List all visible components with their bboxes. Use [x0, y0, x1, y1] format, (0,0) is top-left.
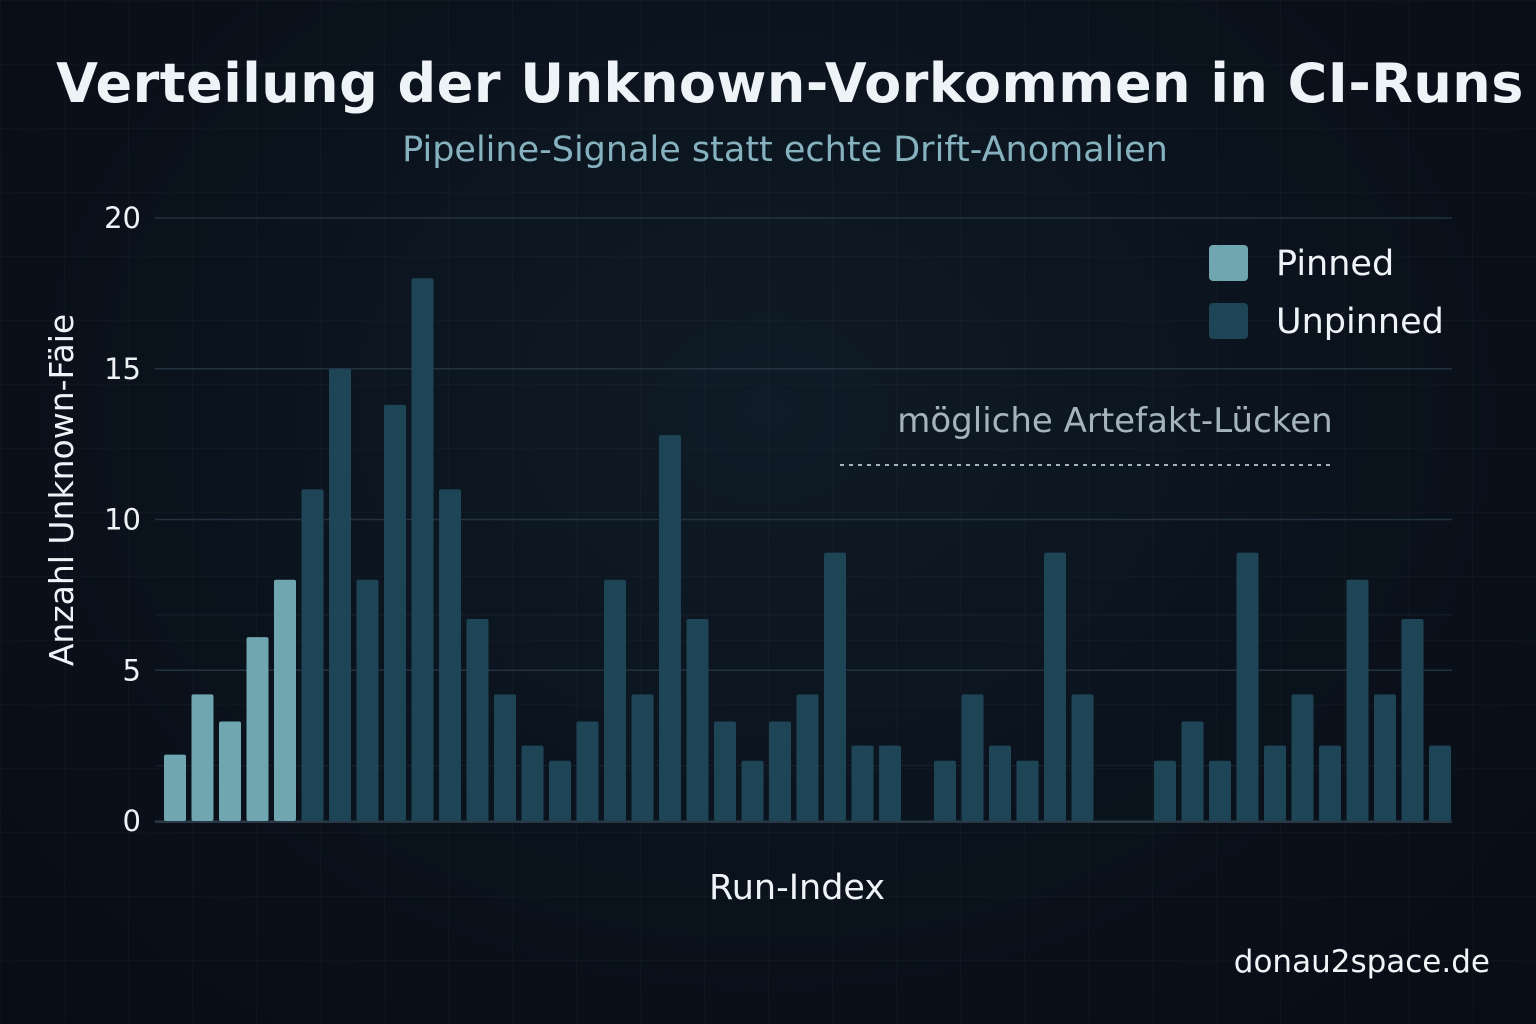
y-tick-label: 20 [104, 201, 141, 235]
bar-unpinned [796, 694, 819, 821]
chart-subtitle: Pipeline-Signale statt echte Drift-Anoma… [402, 130, 1168, 170]
bar-unpinned [1401, 618, 1424, 821]
bar-unpinned [1181, 721, 1204, 821]
bar-unpinned [824, 552, 846, 821]
bar-unpinned [769, 721, 791, 821]
bar-unpinned [1319, 745, 1341, 821]
watermark: donau2space.de [1233, 944, 1490, 980]
bar-unpinned [494, 694, 516, 821]
bar-unpinned [851, 745, 874, 821]
legend-swatch-pinned [1209, 245, 1248, 281]
bar-unpinned [356, 579, 379, 821]
bar-pinned [246, 637, 269, 821]
bar-unpinned [329, 368, 351, 821]
bar-unpinned [1044, 552, 1066, 821]
bar-unpinned [439, 489, 461, 821]
bar-unpinned [1291, 694, 1314, 821]
legend-label-unpinned: Unpinned [1276, 302, 1444, 342]
bar-unpinned [1429, 745, 1451, 821]
legend-swatch-unpinned [1209, 303, 1248, 339]
bar-unpinned [549, 760, 571, 821]
y-tick-label: 10 [104, 503, 141, 537]
bar-unpinned [576, 721, 599, 821]
y-axis-label: Anzahl Unknown-Fäie [42, 314, 81, 666]
y-tick-label: 0 [123, 804, 141, 838]
bar-unpinned [1264, 745, 1286, 821]
bar-unpinned [659, 435, 681, 821]
bar-unpinned [521, 745, 544, 821]
bar-pinned [219, 721, 241, 821]
bar-unpinned [714, 721, 736, 821]
bar-unpinned [1346, 579, 1369, 821]
bar-unpinned [411, 278, 434, 821]
annotation-label: mögliche Artefakt-Lücken [897, 401, 1332, 441]
bar-pinned [191, 694, 214, 821]
bar-unpinned [604, 579, 626, 821]
bar-unpinned [1071, 694, 1094, 821]
x-axis-label: Run-Index [709, 868, 885, 908]
bar-unpinned [961, 694, 984, 821]
bar-unpinned [1236, 552, 1259, 821]
bar-pinned [164, 754, 186, 821]
bar-unpinned [686, 618, 709, 821]
bar-unpinned [631, 694, 654, 821]
bar-pinned [274, 579, 296, 821]
bar-unpinned [879, 745, 901, 821]
bar-unpinned [1374, 694, 1396, 821]
bar-unpinned [934, 760, 956, 821]
y-tick-label: 5 [123, 653, 141, 687]
bar-unpinned [1209, 760, 1231, 821]
chart-title: Verteilung der Unknown-Vorkommen in CI-R… [56, 52, 1524, 115]
legend-label-pinned: Pinned [1276, 244, 1394, 284]
bar-unpinned [384, 404, 406, 821]
bar-unpinned [741, 760, 764, 821]
bar-unpinned [1016, 760, 1039, 821]
bar-unpinned [1154, 760, 1176, 821]
bar-unpinned [989, 745, 1011, 821]
bar-unpinned [301, 489, 324, 821]
y-tick-label: 15 [104, 352, 141, 386]
bar-unpinned [466, 618, 489, 821]
